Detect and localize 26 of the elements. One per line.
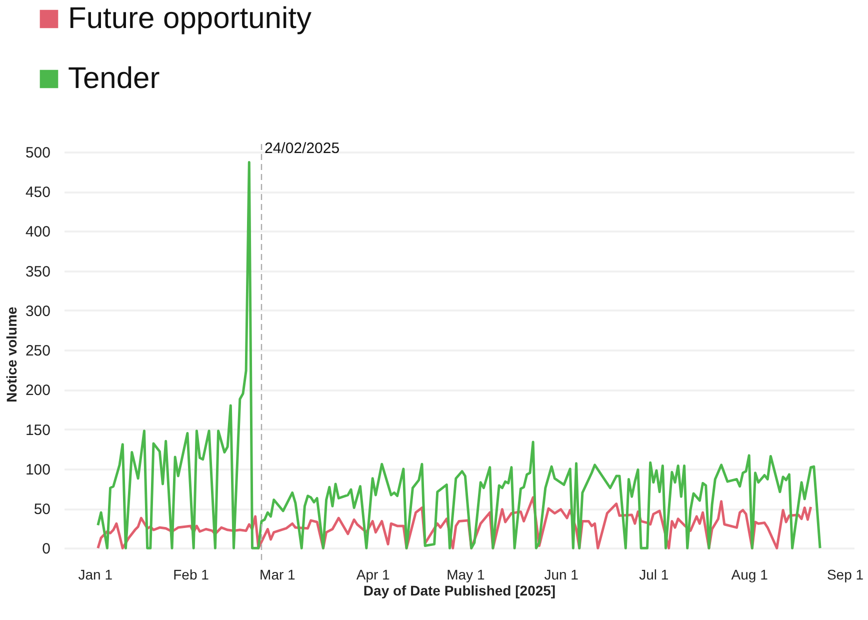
x-tick-label: Aug 1 bbox=[731, 566, 768, 582]
x-tick-label: Sep 1 bbox=[826, 566, 864, 582]
ref-line-label: 24/02/2025 bbox=[264, 140, 340, 157]
x-axis-title: Day of Date Published [2025] bbox=[363, 582, 556, 598]
y-tick-label: 250 bbox=[25, 342, 50, 360]
x-tick-label: Jun 1 bbox=[544, 566, 579, 582]
x-tick-label: May 1 bbox=[446, 566, 485, 582]
x-tick-label: Apr 1 bbox=[356, 566, 390, 582]
y-tick-label: 500 bbox=[25, 144, 50, 162]
y-tick-label: 450 bbox=[25, 184, 50, 202]
y-tick-label: 300 bbox=[25, 302, 50, 320]
line-series bbox=[96, 160, 822, 550]
y-tick-label: 150 bbox=[25, 422, 50, 439]
y-tick-label: 200 bbox=[25, 382, 50, 400]
y-axis-title: Notice volume bbox=[3, 306, 20, 402]
x-tick-label: Mar 1 bbox=[260, 566, 296, 582]
x-tick-label: Jul 1 bbox=[639, 566, 669, 582]
x-tick-label: Jan 1 bbox=[78, 566, 113, 582]
y-tick-label: 50 bbox=[34, 501, 50, 518]
y-tick-label: 350 bbox=[25, 263, 50, 280]
y-tick-label: 400 bbox=[25, 224, 50, 241]
legend-label: Tender bbox=[68, 62, 160, 95]
y-tick-label: 100 bbox=[25, 461, 50, 478]
y-tick-label: 0 bbox=[42, 540, 50, 558]
x-tick-label: Feb 1 bbox=[173, 566, 210, 582]
legend-label: Future opportunity bbox=[68, 2, 312, 35]
